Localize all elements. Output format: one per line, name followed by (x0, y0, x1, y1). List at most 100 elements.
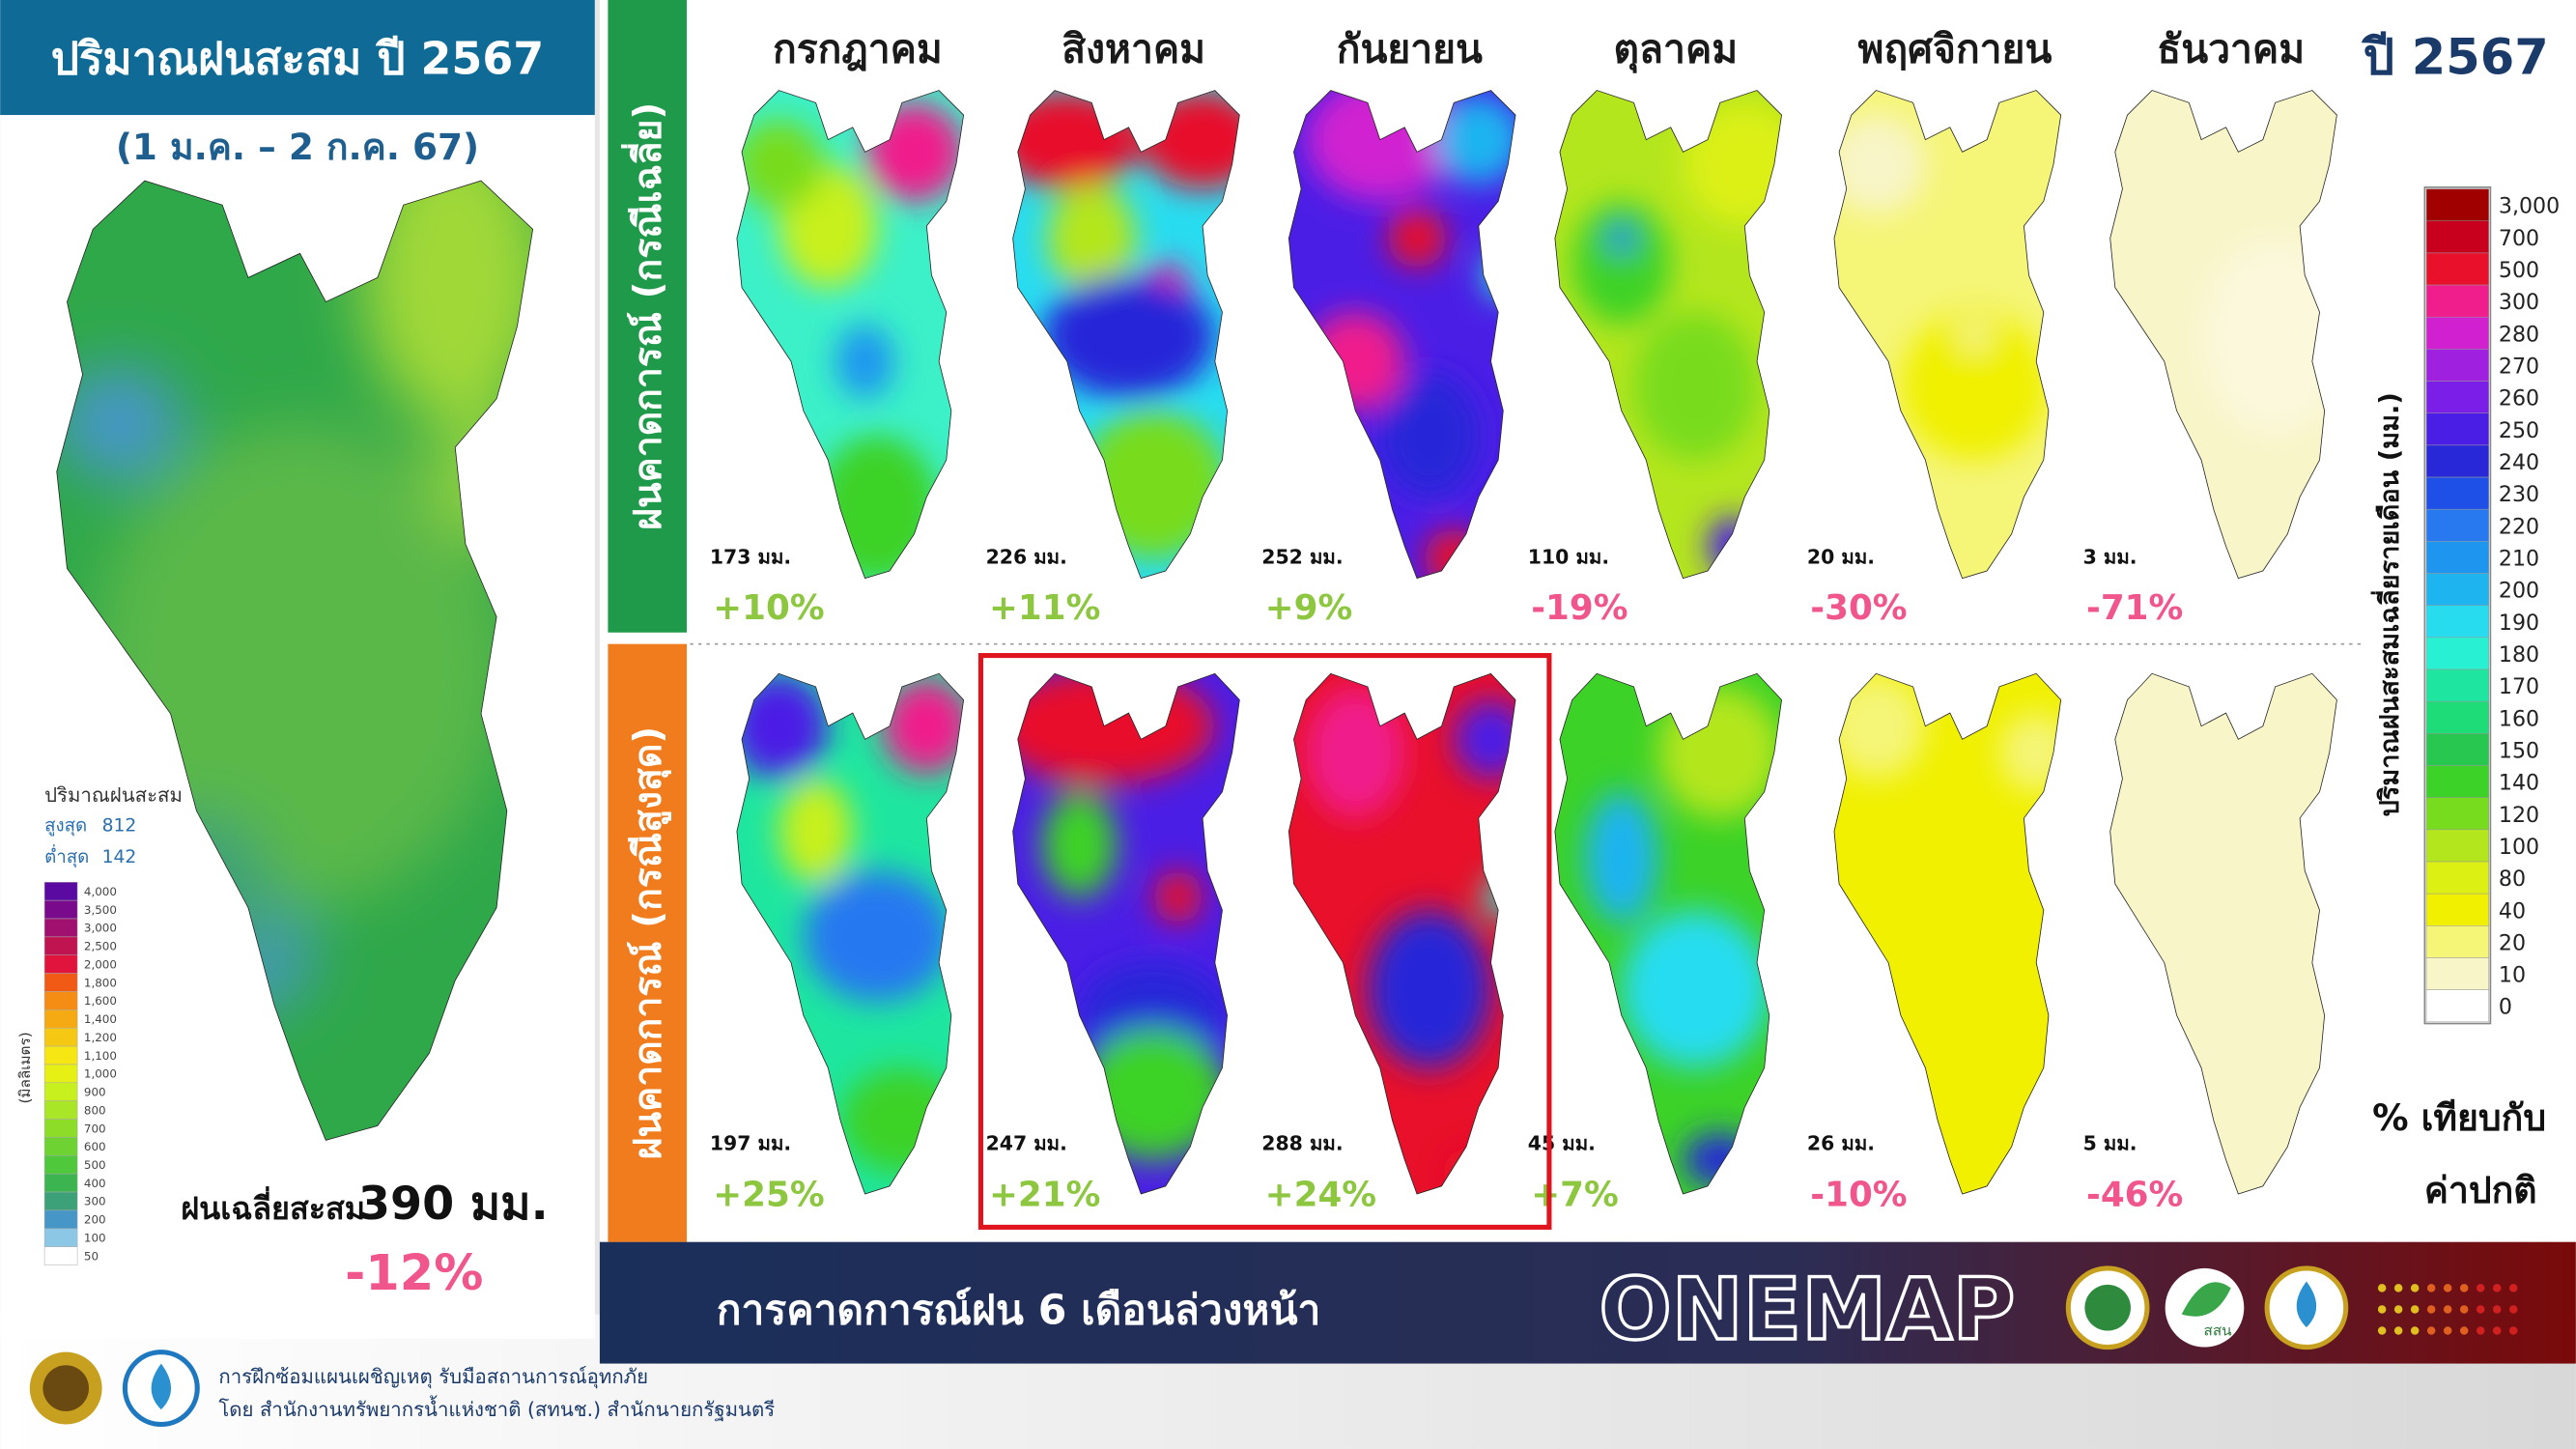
legend-swatch (2425, 925, 2489, 958)
rain-value: 226 มม. (986, 545, 1067, 568)
legend-label: 600 (84, 1140, 106, 1153)
legend-label: 250 (2499, 418, 2539, 443)
decor-dot (2459, 1305, 2469, 1314)
comparison-line1: % เทียบกับ (2372, 1096, 2546, 1139)
month-label: กันยายน (1337, 26, 1483, 72)
legend-swatch (43, 1173, 78, 1193)
change-value: +25% (713, 1175, 824, 1214)
legend-label: 190 (2499, 611, 2539, 636)
legend-swatch (2425, 349, 2489, 382)
legend-swatch (43, 1064, 78, 1084)
change-value: +7% (1531, 1175, 1619, 1214)
legend-swatch (2425, 188, 2489, 221)
legend-swatch (2425, 637, 2489, 670)
map-outline (1288, 91, 1515, 579)
change-value: +9% (1265, 588, 1353, 628)
decor-dot (2476, 1326, 2485, 1335)
legend-swatch (43, 1045, 78, 1065)
legend-label: 100 (2499, 835, 2539, 860)
decor-dot (2508, 1284, 2518, 1293)
rain-value: 5 มม. (2083, 1131, 2137, 1154)
map-outline (1013, 673, 1240, 1194)
year-label: ปี 2567 (2361, 30, 2549, 87)
legend-swatch (43, 1191, 78, 1211)
rain-zone (1584, 791, 1659, 923)
rain-zone (1367, 910, 1491, 1068)
summary-change: -12% (345, 1245, 483, 1302)
rain-zone (361, 181, 533, 423)
max-value: 812 (102, 816, 137, 837)
legend-label: 3,000 (2499, 194, 2560, 219)
legend-swatch (43, 1100, 78, 1120)
logo-inner (2084, 1284, 2131, 1331)
change-value: +11% (989, 588, 1100, 628)
decor-dot (2377, 1326, 2387, 1335)
legend-label: 240 (2499, 450, 2539, 475)
map-outline (2110, 91, 2337, 579)
summary-value: 390 มม. (358, 1178, 549, 1231)
decor-dot (2393, 1326, 2403, 1335)
month-label: พฤศจิกายน (1858, 26, 2052, 72)
change-value: -30% (1810, 588, 1907, 628)
rain-zone (778, 779, 853, 884)
legend-swatch (43, 1209, 78, 1230)
legend-swatch (43, 936, 78, 955)
rain-zone (1153, 870, 1203, 923)
legend-label: 180 (2499, 642, 2539, 668)
map-outline (1555, 91, 1782, 579)
rain-value: 110 มม. (1528, 545, 1609, 568)
legend-label: 50 (84, 1249, 99, 1263)
legend-label: 260 (2499, 386, 2539, 412)
legend-label: 80 (2499, 867, 2526, 892)
change-value: -19% (1531, 588, 1628, 628)
map-blobs (1833, 115, 2049, 461)
legend-swatch (2425, 797, 2489, 831)
legend-label: 200 (2499, 579, 2539, 604)
decor-dot (2410, 1305, 2420, 1314)
legend-label: 0 (2499, 995, 2512, 1020)
legend-label: 280 (2499, 322, 2539, 347)
legend-label: 20 (2499, 930, 2526, 955)
decor-dot (2476, 1305, 2485, 1314)
rain-zone (835, 324, 895, 399)
legend-swatch (2425, 220, 2489, 254)
decor-dot (2443, 1326, 2452, 1335)
legend-swatch (2425, 765, 2489, 798)
map (1269, 78, 1541, 596)
legend-label: 1,000 (84, 1067, 117, 1081)
decor-dot (2393, 1284, 2403, 1293)
legend-label: 700 (84, 1122, 106, 1135)
month-label: ตุลาคม (1614, 26, 1739, 74)
change-value: +10% (713, 588, 824, 628)
decor-dot (2492, 1284, 2502, 1293)
logo-drop (151, 1363, 172, 1410)
legend: 3,000 700 500 300 280 270 260 250 240 230 220 210 20… (2423, 186, 2560, 1025)
rain-zone (1387, 208, 1447, 269)
footer-line1: การฝึกซ้อมแผนเผชิญเหตุ รับมือสถานการณ์อุ… (218, 1365, 648, 1389)
rain-zone (1379, 373, 1479, 497)
decor-dot (2410, 1284, 2420, 1293)
legend-label: 2,000 (84, 957, 117, 971)
comparison-line2: ค่าปกติ (2424, 1169, 2537, 1211)
footer-banner: การคาดการณ์ฝน 6 เดือนล่วงหน้า (717, 1287, 1321, 1335)
legend-swatch (43, 1082, 78, 1101)
rain-zone (736, 120, 824, 209)
legend-swatch (2425, 957, 2489, 990)
logo-inner (42, 1365, 90, 1411)
decor-dot (2459, 1284, 2469, 1293)
decor-dot (2508, 1326, 2518, 1335)
decor-dot (2492, 1305, 2502, 1314)
decor-dots (2377, 1284, 2518, 1335)
rain-zone (1621, 910, 1769, 1068)
legend-label: 300 (84, 1195, 106, 1208)
decor-dot (2476, 1284, 2485, 1293)
legend-label: 120 (2499, 803, 2539, 828)
rain-zone (1606, 223, 1637, 253)
decor-dot (2426, 1305, 2436, 1314)
legend-label: 140 (2499, 771, 2539, 796)
decor-dot (2443, 1305, 2452, 1314)
legend-swatch (2425, 700, 2489, 734)
summary-legend: 4,000 3,500 3,000 2,500 2,000 1,800 1,600 1,400… (43, 882, 117, 1265)
